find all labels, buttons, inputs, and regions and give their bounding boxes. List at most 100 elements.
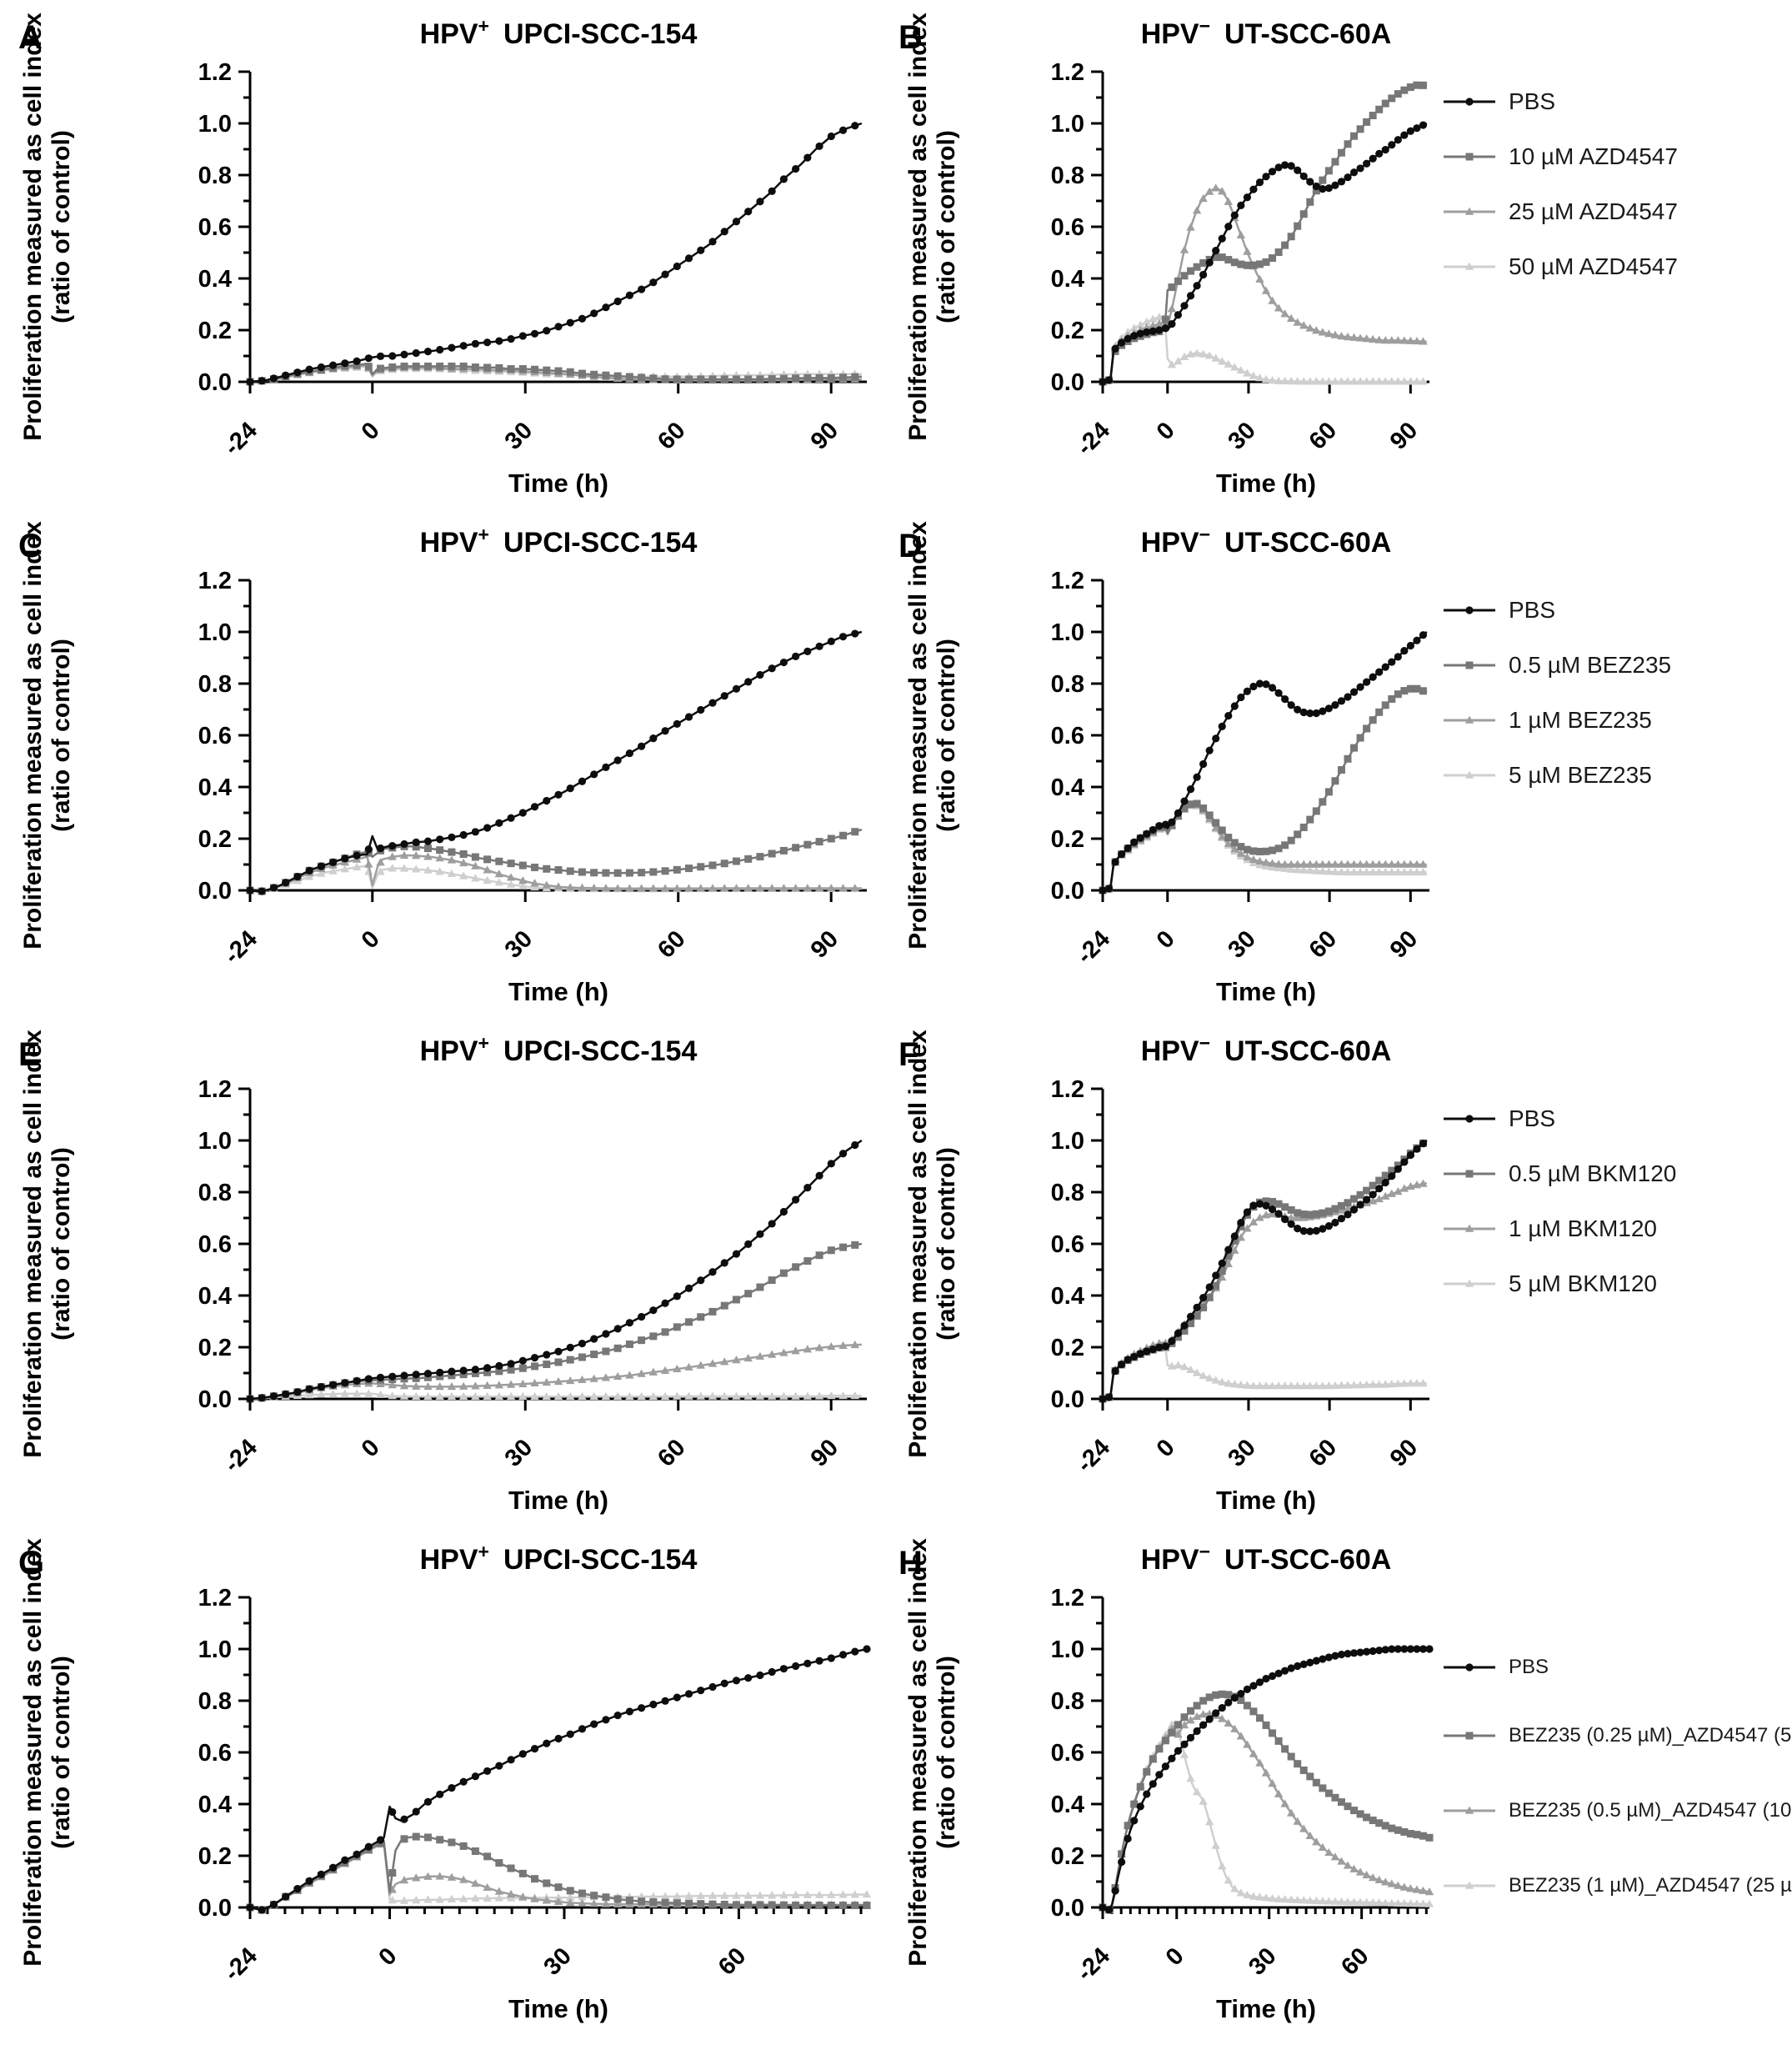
circle-marker [507, 1360, 515, 1368]
triangle-marker [1261, 1210, 1271, 1219]
triangle-marker [458, 858, 468, 867]
circle-marker [423, 1797, 433, 1806]
circle-marker [1262, 173, 1270, 181]
circle-marker [518, 332, 527, 340]
circle-marker [353, 1850, 361, 1858]
triangle-marker [767, 1391, 777, 1400]
circle-marker [1419, 1140, 1428, 1148]
square-marker [566, 867, 574, 875]
square-marker [803, 373, 812, 382]
triangle-marker [1305, 860, 1314, 868]
circle-marker [388, 1807, 397, 1817]
triangle-marker [1299, 321, 1309, 329]
triangle-marker [1280, 1895, 1289, 1903]
triangle-marker [779, 1891, 788, 1899]
y-tick-label: 0.2 [1051, 1335, 1084, 1361]
triangle-marker [423, 1391, 433, 1401]
circle-marker [1155, 326, 1164, 334]
triangle-marker [1249, 1381, 1259, 1390]
triangle-marker [1312, 1837, 1321, 1846]
circle-marker [1249, 682, 1258, 691]
square-marker [471, 853, 479, 861]
triangle-marker [1224, 1379, 1233, 1387]
triangle-marker [553, 882, 563, 890]
square-marker [744, 375, 753, 383]
triangle-marker [518, 1379, 528, 1387]
triangle-marker [838, 1391, 848, 1400]
triangle-marker [1280, 376, 1289, 385]
triangle-marker [1406, 1379, 1415, 1387]
square-marker [353, 361, 361, 369]
square-marker [1419, 81, 1427, 89]
circle-marker [1193, 282, 1201, 290]
triangle-marker [1199, 1710, 1208, 1718]
triangle-marker [1406, 1884, 1415, 1892]
triangle-marker [1412, 1379, 1422, 1387]
circle-marker [732, 218, 741, 226]
square-marker [1299, 823, 1308, 831]
triangle-marker [376, 858, 385, 866]
triangle-marker [684, 884, 693, 892]
triangle-marker [1149, 321, 1158, 329]
triangle-marker [696, 1391, 705, 1400]
triangle-marker [1349, 867, 1359, 876]
circle-legend-marker-icon [1444, 1663, 1495, 1672]
square-marker [554, 866, 563, 875]
triangle-marker [1419, 337, 1428, 345]
square-marker [613, 372, 622, 380]
y-tick-label: 1.2 [1051, 568, 1084, 594]
circle-marker [792, 1662, 800, 1671]
triangle-marker [1261, 1381, 1271, 1390]
square-marker [1269, 846, 1277, 855]
y-tick-label: 0.2 [198, 1843, 232, 1870]
square-marker [578, 868, 586, 876]
circle-marker [1180, 1740, 1189, 1748]
circle-marker [305, 1877, 313, 1885]
square-marker [815, 1902, 823, 1910]
circle-marker [483, 338, 492, 347]
square-marker [448, 848, 456, 856]
triangle-marker [696, 884, 705, 892]
y-axis-label: Proliferation measured as cell index(rat… [19, 13, 75, 441]
triangle-marker [1174, 357, 1183, 365]
circle-marker [554, 323, 563, 331]
triangle-marker [1399, 867, 1409, 876]
square-marker [1168, 1728, 1176, 1737]
square-marker [1294, 1209, 1302, 1217]
circle-marker [1224, 1698, 1233, 1707]
circle-marker [364, 1375, 373, 1383]
legend-label: 25 µM AZD4547 [1509, 198, 1678, 224]
circle-marker [803, 647, 812, 655]
circle-marker [851, 629, 859, 638]
circle-marker [1294, 166, 1302, 174]
triangle-legend-marker-icon [1444, 1881, 1495, 1889]
triangle-marker [625, 1371, 634, 1379]
square-marker [1274, 845, 1283, 853]
square-marker [602, 869, 610, 877]
y-tick-label: 0.4 [1051, 266, 1084, 293]
x-axis-label: Time (h) [1216, 977, 1316, 1006]
square-marker [1369, 1817, 1377, 1825]
triangle-marker [1318, 860, 1328, 868]
circle-marker [1349, 688, 1359, 696]
circle-marker [1268, 684, 1277, 692]
square-marker [1168, 283, 1176, 292]
circle-marker [293, 1884, 302, 1893]
triangle-marker [696, 1891, 705, 1900]
triangle-marker [1274, 863, 1284, 872]
y-tick-label: 0.6 [1051, 1740, 1084, 1767]
square-marker [590, 1892, 598, 1900]
circle-marker [673, 1292, 681, 1301]
triangle-marker [1337, 1381, 1346, 1389]
triangle-marker [1268, 1209, 1277, 1218]
circle-marker [1255, 1678, 1264, 1687]
panel-letter-c: C [18, 528, 43, 564]
circle-marker [827, 1654, 835, 1662]
square-marker [1319, 1784, 1327, 1792]
circle-marker [1369, 1647, 1377, 1656]
circle-marker [1124, 1834, 1132, 1843]
series-pbs [1099, 1645, 1434, 1914]
square-marker [1187, 1707, 1195, 1715]
square-marker [638, 1897, 646, 1906]
x-tick-label: 0 [1152, 925, 1180, 954]
